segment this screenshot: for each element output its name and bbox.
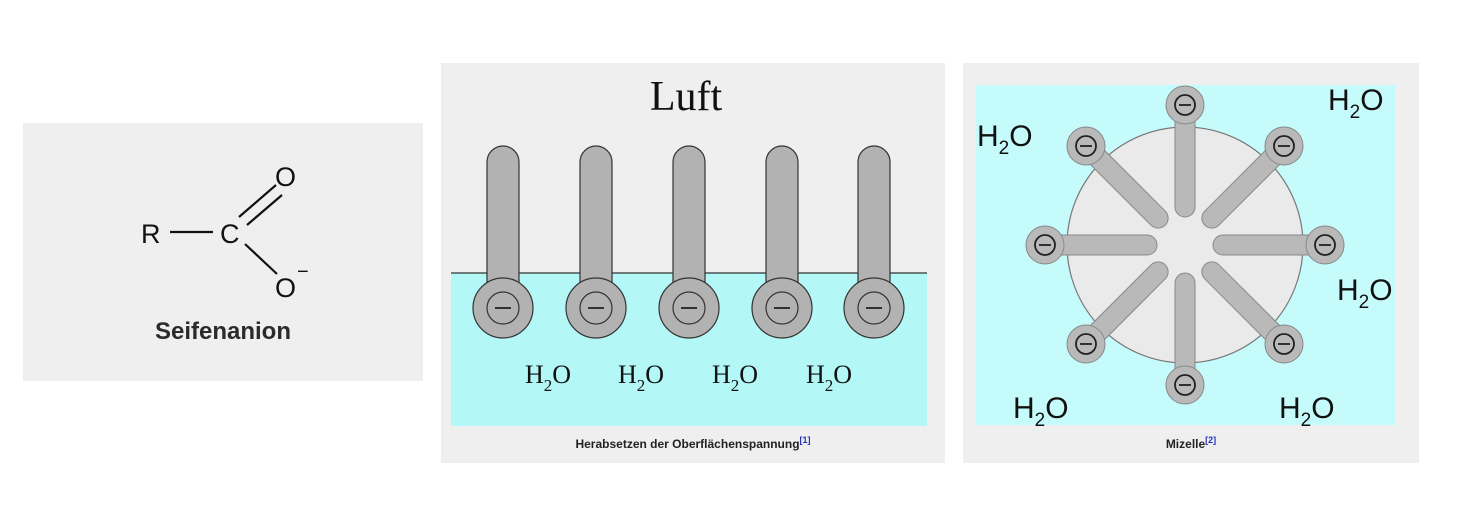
water-o: O — [1045, 392, 1068, 425]
surface-tension-panel: Luft H2O H2O H2O H2O Herabsetzen der Oberfl… — [441, 63, 945, 463]
carbon-label: C — [220, 219, 240, 249]
single-bond-o — [244, 243, 278, 275]
micelle-molecule — [1201, 126, 1304, 229]
micelle-water-label: H2O — [1337, 274, 1393, 313]
micelle-molecule — [1212, 225, 1345, 265]
water-o: O — [833, 360, 852, 389]
water-sub: 2 — [637, 376, 646, 395]
double-bond-b — [246, 194, 283, 226]
surface-caption-ref[interactable]: [1] — [799, 435, 811, 445]
water-label: H2O — [618, 360, 664, 395]
surface-molecules — [472, 145, 905, 339]
water-h: H — [1279, 392, 1301, 425]
oxygen-top-label: O — [275, 162, 296, 192]
surface-caption-text: Herabsetzen der Oberflächenspannung — [575, 437, 800, 451]
water-o: O — [1360, 84, 1383, 117]
soap-anion-caption: Seifenanion — [154, 318, 292, 345]
micelle-molecule — [1165, 85, 1205, 218]
water-o: O — [645, 360, 664, 389]
micelle-molecules — [1025, 85, 1345, 405]
micelle-water-label: H2O — [1328, 84, 1384, 123]
r-group-label: R — [141, 219, 161, 249]
water-h: H — [618, 360, 637, 389]
micelle-water-label: H2O — [1013, 392, 1069, 431]
water-h: H — [806, 360, 825, 389]
surface-tension-diagram: Luft H2O H2O H2O H2O — [451, 74, 927, 426]
soap-anion-panel: R C O O − Seifenanion — [23, 123, 423, 381]
water-sub: 2 — [999, 138, 1010, 159]
water-o: O — [552, 360, 571, 389]
water-h: H — [977, 120, 999, 153]
soap-anion-structure: R C O O − — [141, 162, 309, 303]
water-label: H2O — [525, 360, 571, 395]
water-h: H — [1328, 84, 1350, 117]
water-sub: 2 — [1359, 292, 1370, 313]
micelle-panel: H2O H2O H2O H2O H2O Mizelle[2] — [963, 63, 1419, 463]
micelle-molecule — [1066, 261, 1169, 364]
micelle-molecule — [1201, 261, 1304, 364]
water-sub: 2 — [1035, 410, 1046, 431]
surface-tension-caption: Herabsetzen der Oberflächenspannung[1] — [441, 435, 945, 451]
water-o: O — [1311, 392, 1334, 425]
water-sub: 2 — [1350, 102, 1361, 123]
surface-water-labels: H2O H2O H2O H2O — [525, 360, 852, 395]
micelle-water-label: H2O — [1279, 392, 1335, 431]
air-label: Luft — [650, 74, 723, 120]
micelle-water-label: H2O — [977, 120, 1033, 159]
water-sub: 2 — [731, 376, 740, 395]
surface-molecule — [565, 145, 627, 339]
water-sub: 2 — [1301, 410, 1312, 431]
water-sub: 2 — [825, 376, 834, 395]
water-label: H2O — [712, 360, 758, 395]
micelle-caption-ref[interactable]: [2] — [1205, 435, 1217, 445]
water-o: O — [1369, 274, 1392, 307]
micelle-caption: Mizelle[2] — [963, 435, 1419, 451]
water-o: O — [1009, 120, 1032, 153]
surface-molecule — [658, 145, 720, 339]
water-label: H2O — [806, 360, 852, 395]
micelle-molecule — [1165, 272, 1205, 405]
water-h: H — [525, 360, 544, 389]
micelle-molecule — [1066, 126, 1169, 229]
negative-charge: − — [297, 261, 309, 283]
micelle-caption-text: Mizelle — [1165, 437, 1206, 451]
surface-molecule — [751, 145, 813, 339]
surface-molecule — [843, 145, 905, 339]
oxygen-bottom-label: O — [275, 273, 296, 303]
water-h: H — [712, 360, 731, 389]
water-sub: 2 — [544, 376, 553, 395]
surface-molecule — [472, 145, 534, 339]
water-o: O — [739, 360, 758, 389]
water-h: H — [1337, 274, 1359, 307]
water-h: H — [1013, 392, 1035, 425]
micelle-molecule — [1025, 225, 1158, 265]
double-bond-a — [238, 184, 277, 218]
